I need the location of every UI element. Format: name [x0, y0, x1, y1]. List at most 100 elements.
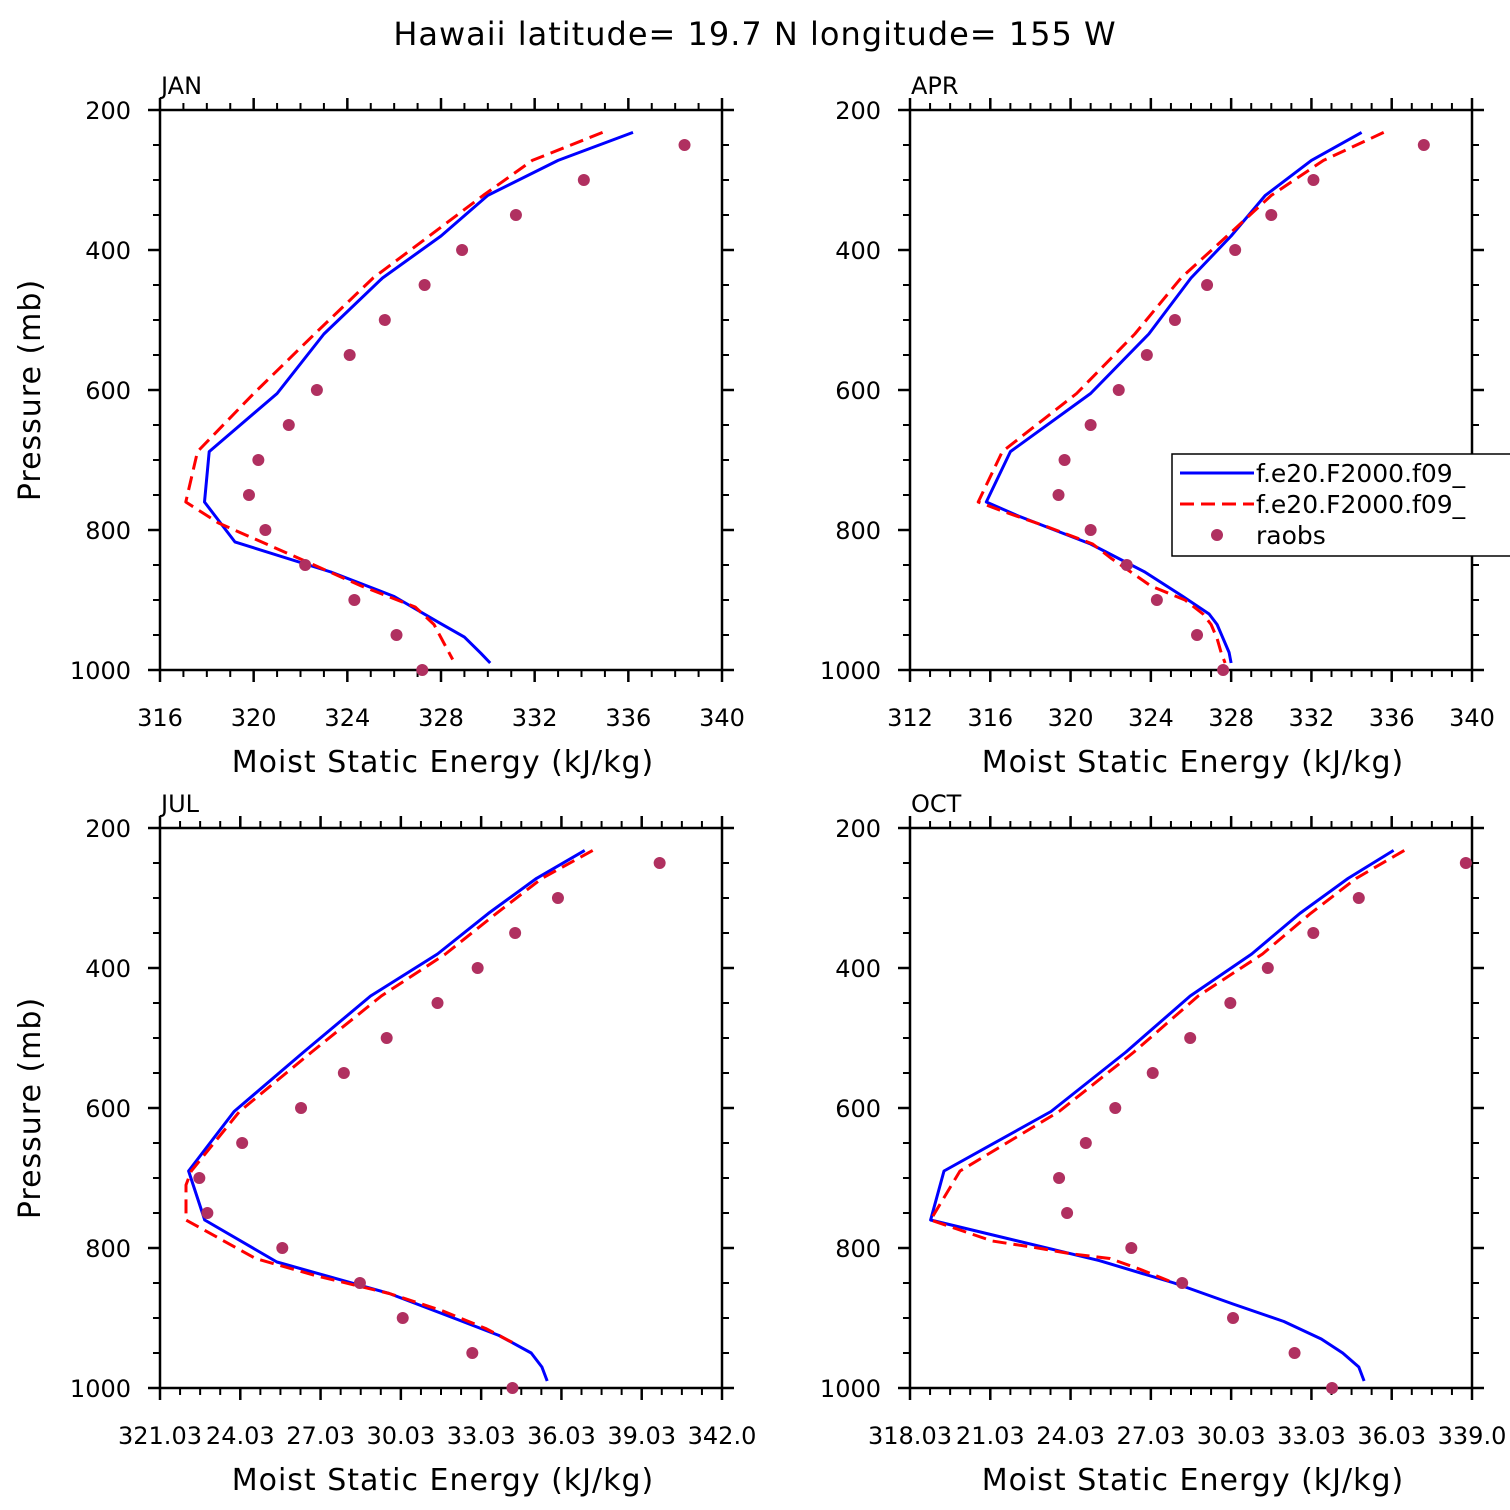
- plot-frame: [908, 108, 1474, 672]
- x-tick-label: 36.03: [527, 1422, 596, 1450]
- raobs-point: [378, 314, 391, 326]
- series-line-blue-solid: [203, 130, 634, 665]
- x-tick-label: 30.03: [366, 1422, 435, 1450]
- legend-label: f.e20.F2000.f09_: [1256, 490, 1466, 519]
- y-tick-label: 1000: [70, 1375, 131, 1403]
- x-tick-label: 318.03: [868, 1422, 952, 1450]
- x-tick-label: 312: [887, 704, 933, 732]
- raobs-point: [1326, 1382, 1339, 1394]
- y-tick-label: 1000: [70, 657, 131, 685]
- raobs-point: [348, 594, 361, 606]
- x-tick-label: 336: [1369, 704, 1415, 732]
- x-tick-label: 332: [1289, 704, 1335, 732]
- raobs-point: [201, 1207, 214, 1219]
- raobs-point: [1261, 962, 1274, 974]
- x-tick-label: 316: [967, 704, 1013, 732]
- x-tick-label: 332: [512, 704, 558, 732]
- raobs-point: [282, 419, 295, 431]
- y-axis-label: Pressure (mb): [13, 997, 48, 1219]
- x-tick-label: 30.03: [1197, 1422, 1266, 1450]
- raobs-point: [310, 384, 323, 396]
- raobs-point: [1140, 349, 1153, 361]
- series-raobs: [1053, 857, 1472, 1394]
- y-tick-label: 600: [85, 377, 131, 405]
- series-line-blue-solid: [984, 131, 1363, 664]
- y-tick-label: 800: [835, 1235, 881, 1263]
- x-tick-label: 36.03: [1357, 1422, 1426, 1450]
- x-tick-label: 320: [231, 704, 277, 732]
- raobs-point: [1109, 1102, 1122, 1114]
- y-tick-label: 200: [835, 97, 881, 125]
- x-tick-label: 328: [1208, 704, 1254, 732]
- series-line-blue-solid: [187, 849, 586, 1382]
- legend-entry: raobs: [1211, 521, 1326, 550]
- raobs-point: [471, 962, 484, 974]
- raobs-point: [1112, 384, 1125, 396]
- raobs-point: [1146, 1067, 1159, 1079]
- raobs-point: [653, 857, 666, 869]
- raobs-point: [1224, 997, 1237, 1009]
- raobs-point: [193, 1172, 206, 1184]
- y-tick-label: 800: [85, 1235, 131, 1263]
- y-tick-label: 400: [85, 955, 131, 983]
- y-tick-label: 600: [835, 1095, 881, 1123]
- raobs-point: [242, 489, 255, 501]
- x-tick-label: 21.03: [956, 1422, 1025, 1450]
- x-tick-label: 324: [1128, 704, 1174, 732]
- panel-label: APR: [911, 72, 959, 100]
- legend-entry: f.e20.F2000.f09_: [1180, 490, 1466, 519]
- x-tick-label: 324: [324, 704, 370, 732]
- raobs-point: [1417, 139, 1430, 151]
- raobs-point: [416, 664, 429, 676]
- panel-jan: JAN 316 320 324 328 332 336 340 200 400 600 800 1000…: [13, 72, 745, 780]
- raobs-point: [1053, 1172, 1066, 1184]
- raobs-point: [1176, 1277, 1189, 1289]
- raobs-point: [353, 1277, 366, 1289]
- y-tick-label: 400: [85, 237, 131, 265]
- raobs-point: [431, 997, 444, 1009]
- raobs-point: [1058, 454, 1071, 466]
- raobs-point: [1352, 892, 1365, 904]
- raobs-point: [1084, 419, 1097, 431]
- x-tick-label: 340: [699, 704, 745, 732]
- series-line-red-dashed: [184, 849, 594, 1344]
- raobs-point: [1191, 629, 1204, 641]
- x-tick-label: 342.0: [688, 1422, 757, 1450]
- y-tick-label: 1000: [820, 657, 881, 685]
- raobs-point: [1184, 1032, 1197, 1044]
- x-tick-label: 33.03: [1277, 1422, 1346, 1450]
- raobs-point: [299, 559, 312, 571]
- raobs-point: [1288, 1347, 1301, 1359]
- y-tick-label: 400: [835, 955, 881, 983]
- raobs-point: [1084, 524, 1097, 536]
- plot-frame: [158, 108, 724, 672]
- raobs-point: [456, 244, 469, 256]
- legend-entry: f.e20.F2000.f09_: [1180, 459, 1466, 488]
- y-tick-label: 200: [835, 815, 881, 843]
- raobs-point: [1079, 1137, 1092, 1149]
- raobs-point: [509, 209, 522, 221]
- legend: f.e20.F2000.f09_f.e20.F2000.f09_raobs: [1171, 453, 1510, 557]
- raobs-point: [337, 1067, 350, 1079]
- series-raobs: [242, 139, 691, 676]
- raobs-point: [1229, 244, 1242, 256]
- x-tick-label: 316: [137, 704, 183, 732]
- y-tick-label: 200: [85, 815, 131, 843]
- raobs-point: [343, 349, 356, 361]
- raobs-point: [1217, 664, 1230, 676]
- series-line-red-dashed: [976, 131, 1385, 664]
- x-tick-label: 24.03: [206, 1422, 275, 1450]
- y-tick-label: 1000: [820, 1375, 881, 1403]
- raobs-point: [577, 174, 590, 186]
- x-tick-label: 24.03: [1036, 1422, 1105, 1450]
- raobs-point: [1307, 174, 1320, 186]
- raobs-point: [1459, 857, 1472, 869]
- raobs-point: [276, 1242, 289, 1254]
- y-tick-label: 200: [85, 97, 131, 125]
- raobs-point: [259, 524, 272, 536]
- series-line-blue-solid: [929, 849, 1395, 1382]
- y-tick-label: 400: [835, 237, 881, 265]
- x-axis-label: Moist Static Energy (kJ/kg): [982, 745, 1405, 780]
- raobs-point: [1201, 279, 1214, 291]
